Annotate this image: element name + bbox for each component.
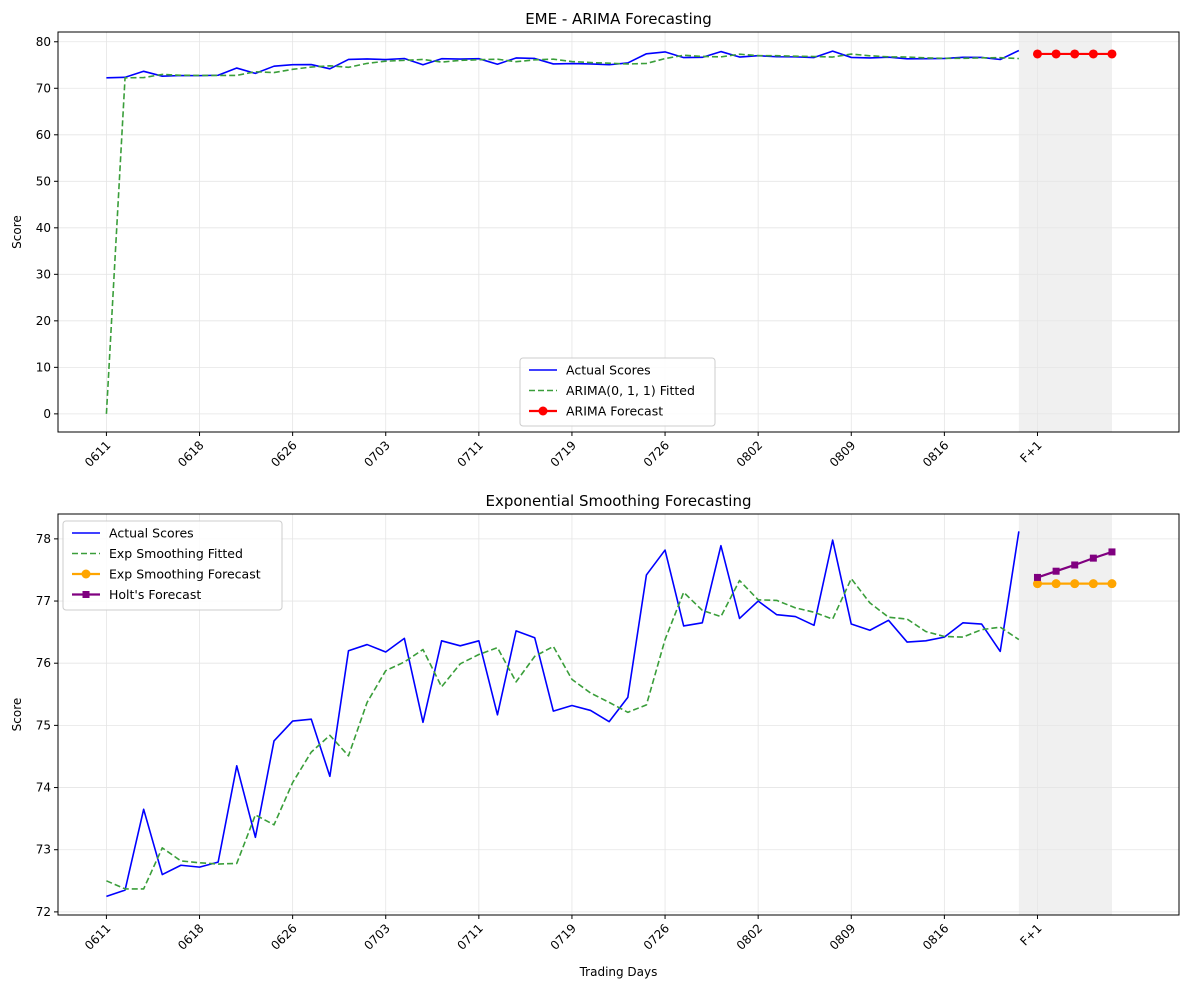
data-point-arima-forecast	[1088, 49, 1098, 59]
y-tick-label: 30	[36, 267, 51, 281]
y-tick-label: 60	[36, 128, 51, 142]
y-axis-label: Score	[10, 215, 24, 249]
y-tick-label: 73	[36, 843, 51, 857]
y-tick-label: 70	[36, 81, 51, 95]
legend-marker	[538, 406, 548, 416]
legend-label: Actual Scores	[109, 526, 194, 541]
series-line-actual-scores	[106, 531, 1020, 898]
legend-label: Actual Scores	[566, 363, 651, 378]
y-axis-label: Score	[10, 698, 24, 732]
legend-label: Exp Smoothing Forecast	[109, 567, 261, 582]
chart-title: EME - ARIMA Forecasting	[525, 10, 712, 28]
chart-title: Exponential Smoothing Forecasting	[486, 492, 752, 510]
y-tick-label: 50	[36, 174, 51, 188]
y-tick-label: 40	[36, 221, 51, 235]
y-tick-label: 10	[36, 360, 51, 374]
data-point-arima-forecast	[1107, 49, 1117, 59]
data-point-holt-s-forecast	[1089, 554, 1097, 562]
y-tick-label: 20	[36, 314, 51, 328]
legend-box	[519, 357, 716, 427]
forecast-region	[1018, 32, 1112, 432]
data-point-holt-s-forecast	[1108, 548, 1116, 556]
y-tick-label: 80	[36, 35, 51, 49]
y-tick-label: 76	[36, 656, 51, 670]
y-tick-label: 74	[36, 781, 51, 795]
axes-frame	[57, 513, 1180, 916]
y-tick-label: 0	[43, 407, 51, 421]
data-point-arima-forecast	[1070, 49, 1080, 59]
data-point-exp-smoothing-forecast	[1051, 579, 1061, 589]
data-point-holt-s-forecast	[1052, 567, 1060, 575]
legend-label: ARIMA(0, 1, 1) Fitted	[566, 383, 695, 398]
forecast-region	[1018, 514, 1112, 915]
legend-marker	[81, 569, 91, 579]
data-point-holt-s-forecast	[1033, 573, 1041, 581]
legend-label: Holt's Forecast	[109, 587, 201, 602]
data-point-exp-smoothing-forecast	[1070, 579, 1080, 589]
y-tick-label: 77	[36, 594, 51, 608]
legend: Actual Scores ARIMA(0, 1, 1) Fitted ARIMA …	[519, 357, 716, 427]
data-point-arima-forecast	[1032, 49, 1042, 59]
legend-label: Exp Smoothing Fitted	[109, 546, 243, 561]
data-point-exp-smoothing-forecast	[1088, 579, 1098, 589]
x-axis-label: Trading Days	[579, 965, 658, 979]
data-point-arima-forecast	[1051, 49, 1061, 59]
legend-marker	[82, 591, 90, 598]
legend-label: ARIMA Forecast	[566, 404, 663, 419]
y-tick-label: 78	[36, 532, 51, 546]
data-point-exp-smoothing-forecast	[1032, 579, 1042, 589]
axes-frame	[57, 31, 1180, 433]
y-tick-label: 72	[36, 905, 51, 919]
series-line-arima-0-1-1-fitted	[105, 53, 1019, 414]
data-point-exp-smoothing-forecast	[1107, 579, 1117, 589]
y-tick-label: 75	[36, 718, 51, 732]
series-line-exp-smoothing-fitted	[106, 577, 1020, 890]
legend-box	[62, 520, 283, 611]
legend: Actual Scores Exp Smoothing Fitted Exp Smo…	[62, 520, 283, 611]
data-point-holt-s-forecast	[1071, 561, 1079, 569]
